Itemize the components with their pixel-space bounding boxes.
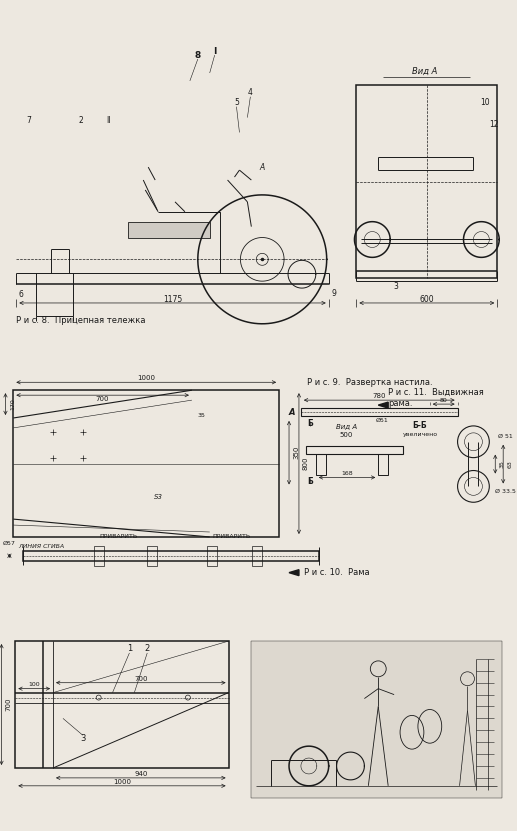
Text: 170: 170 [10,398,15,410]
Text: 500: 500 [340,432,353,438]
Text: Р и с. 10.  Рама: Р и с. 10. Рама [304,568,370,578]
Text: 35: 35 [500,460,505,468]
Text: Р и с. 9.  Развертка настила.: Р и с. 9. Развертка настила. [307,378,433,386]
Text: 5: 5 [234,98,239,107]
Text: Вид A: Вид A [336,423,357,429]
Text: 63: 63 [508,460,513,468]
Text: ПРИВАРИТЬ: ПРИВАРИТЬ [99,534,138,539]
Text: ЛИНИЯ СГИБА: ЛИНИЯ СГИБА [18,544,65,549]
Text: 800: 800 [303,457,309,470]
Text: Б: Б [307,477,313,486]
Bar [207,546,217,566]
Bar [128,222,210,238]
Bar [94,546,103,566]
Text: 35: 35 [198,414,206,419]
Text: Р и с. 8.  Прицепная тележка: Р и с. 8. Прицепная тележка [17,317,146,325]
Bar [13,391,279,537]
Text: 168: 168 [341,471,353,476]
Text: S3: S3 [154,494,163,500]
Text: II: II [107,116,111,125]
Bar [301,408,458,416]
Text: 2: 2 [79,116,83,125]
Text: 350: 350 [293,446,299,460]
Text: Ø 33.5: Ø 33.5 [495,489,515,494]
Text: 6: 6 [19,289,24,298]
Bar [378,454,388,475]
Text: 780: 780 [373,393,386,399]
Text: I: I [213,47,216,56]
Text: рама.: рама. [388,399,413,408]
Bar [16,641,229,768]
Text: 700: 700 [96,396,110,402]
Bar [252,546,262,566]
Bar [356,85,497,278]
Bar [306,445,403,454]
Text: Ø57: Ø57 [3,540,16,545]
Text: A: A [289,407,295,416]
Polygon shape [378,402,388,408]
Bar [147,546,157,566]
Text: 2: 2 [145,645,150,653]
Bar [23,551,319,561]
Text: ПРИВАРИТЬ: ПРИВАРИТЬ [212,534,251,539]
Text: Ø51: Ø51 [376,417,389,422]
Text: A: A [260,163,265,172]
Text: Ø 51: Ø 51 [498,435,512,440]
Bar [316,454,326,475]
Text: 80: 80 [440,397,448,403]
Polygon shape [289,570,299,576]
Text: 700: 700 [6,698,11,711]
Text: 8: 8 [195,51,201,60]
Text: 3: 3 [80,734,85,743]
Text: Р и с. 11.  Выдвижная: Р и с. 11. Выдвижная [388,388,484,396]
Text: 10: 10 [480,98,490,107]
Bar [251,641,502,798]
Text: 100: 100 [28,682,40,687]
Text: Б: Б [307,420,313,429]
Text: 1: 1 [127,645,132,653]
Text: Б-Б: Б-Б [413,421,427,430]
Text: 12: 12 [490,120,499,129]
Text: 1000: 1000 [137,376,155,381]
Text: 3: 3 [393,282,399,291]
Text: Вид А: Вид А [412,66,437,76]
Text: 600: 600 [419,294,434,303]
Text: 1175: 1175 [163,294,182,303]
Text: 4: 4 [248,88,253,97]
Text: 700: 700 [134,676,147,681]
Text: 1000: 1000 [113,779,131,784]
Text: 9: 9 [331,288,336,297]
Text: 7: 7 [27,116,32,125]
Text: увеличено: увеличено [402,432,437,437]
Text: 940: 940 [134,771,147,777]
